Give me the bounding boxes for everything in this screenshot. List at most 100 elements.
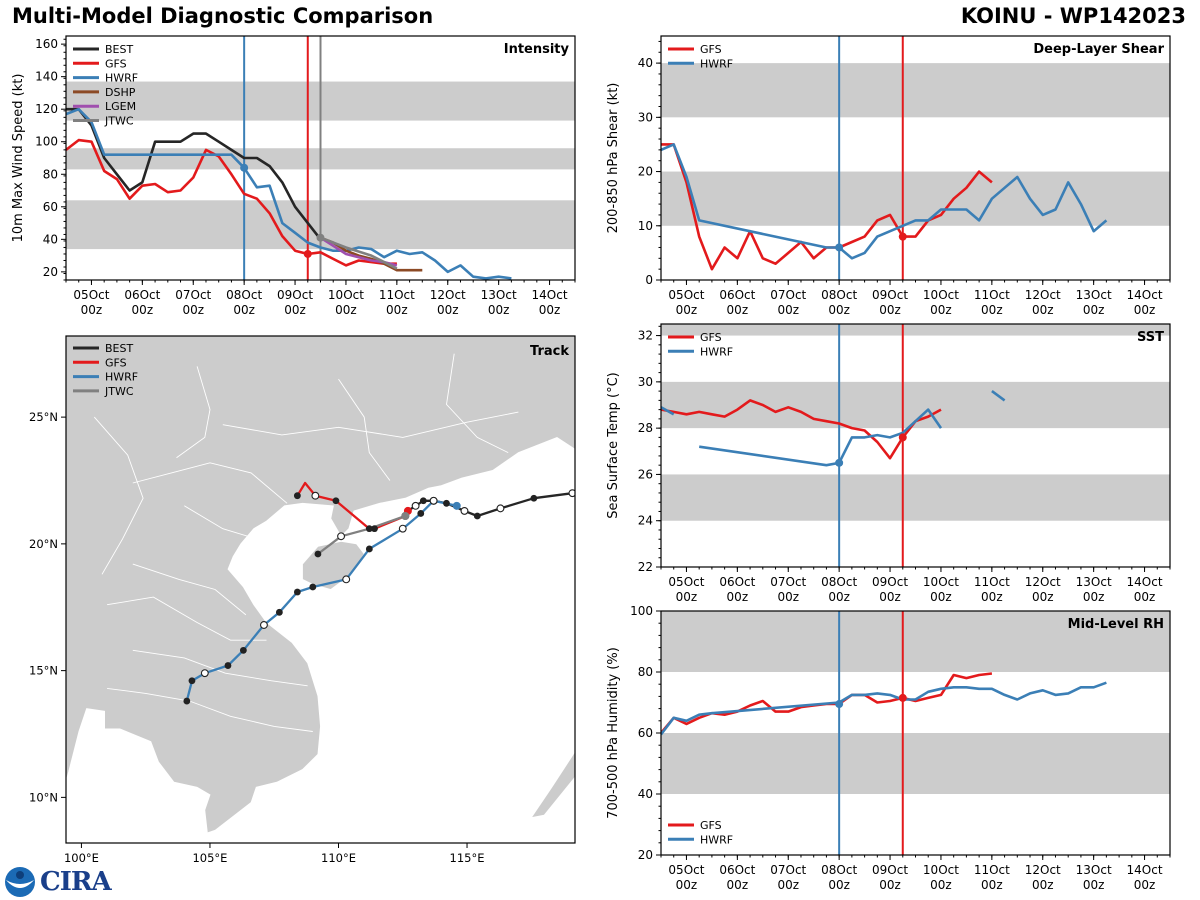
province-boundary	[338, 378, 391, 481]
province-boundary	[222, 411, 519, 438]
plot-area	[661, 36, 1170, 280]
shaded-band	[661, 611, 1170, 672]
x-tick-sublabel: 00z	[676, 303, 698, 317]
x-tick-sublabel: 00z	[132, 303, 154, 317]
track-point-hwrf	[239, 646, 247, 654]
track-point-best	[568, 489, 575, 498]
x-tick-label: 06Oct	[124, 288, 160, 302]
x-tick-sublabel: 00z	[828, 303, 850, 317]
province-boundary	[132, 563, 247, 616]
legend-label: HWRF	[105, 371, 138, 384]
track-point-best	[460, 506, 469, 515]
x-tick-sublabel: 00z	[1032, 878, 1054, 892]
x-tick-label: 13Oct	[1076, 288, 1112, 302]
track-point-hwrf	[417, 510, 425, 517]
lon-tick-label: 105°E	[192, 851, 227, 865]
legend-label: JTWC	[104, 115, 134, 128]
x-tick-label: 05Oct	[668, 288, 704, 302]
current-marker-hwrf	[835, 458, 844, 467]
series-line-hwrf	[661, 406, 675, 416]
shaded-band	[661, 63, 1170, 118]
x-tick-label: 08Oct	[821, 575, 857, 589]
track-point-hwrf	[200, 669, 209, 678]
y-tick-label: 40	[638, 56, 653, 70]
province-boundary	[184, 505, 257, 540]
x-tick-label: 13Oct	[1076, 863, 1112, 877]
lon-tick-label: 110°E	[321, 851, 356, 865]
x-tick-sublabel: 00z	[981, 303, 1003, 317]
shaded-band	[661, 171, 1170, 226]
plot-area	[661, 324, 1170, 567]
x-tick-label: 05Oct	[668, 575, 704, 589]
current-marker-gfs	[898, 433, 907, 442]
track-point-best	[419, 497, 427, 505]
x-tick-sublabel: 00z	[930, 878, 952, 892]
x-tick-sublabel: 00z	[1083, 303, 1105, 317]
x-tick-label: 12Oct	[1025, 288, 1061, 302]
track-point-gfs	[311, 491, 320, 500]
panel-title: Intensity	[504, 42, 570, 57]
x-tick-sublabel: 00z	[1032, 303, 1054, 317]
current-marker-gfs	[898, 693, 907, 702]
track-point-hwrf	[429, 496, 438, 505]
x-tick-sublabel: 00z	[777, 590, 799, 604]
y-tick-label: 10	[638, 219, 653, 233]
x-tick-sublabel: 00z	[335, 303, 357, 317]
x-tick-sublabel: 00z	[727, 303, 749, 317]
legend-label: GFS	[700, 43, 722, 56]
x-tick-label: 10Oct	[923, 863, 959, 877]
x-tick-sublabel: 00z	[233, 303, 255, 317]
y-tick-label: 28	[638, 421, 653, 435]
track-point-hwrf	[259, 621, 268, 629]
y-tick-label: 40	[43, 232, 58, 246]
shaded-band	[661, 733, 1170, 794]
track-point-gfs	[371, 525, 378, 533]
y-tick-label: 24	[638, 514, 653, 528]
x-tick-sublabel: 00z	[930, 303, 952, 317]
lon-tick-label: 115°E	[450, 851, 485, 865]
legend-label: HWRF	[700, 345, 733, 358]
x-tick-label: 11Oct	[974, 863, 1010, 877]
series-line-hwrf	[991, 390, 1006, 402]
x-tick-sublabel: 00z	[879, 303, 901, 317]
legend-label: JTWC	[104, 385, 134, 398]
y-axis-label: 10m Max Wind Speed (kt)	[11, 74, 26, 243]
province-boundary	[132, 462, 288, 504]
x-tick-label: 07Oct	[175, 288, 211, 302]
x-tick-label: 08Oct	[821, 863, 857, 877]
y-axis-label: 700-500 hPa Humidity (%)	[606, 647, 621, 819]
x-tick-sublabel: 00z	[1134, 590, 1156, 604]
legend-label: HWRF	[105, 72, 138, 85]
y-tick-label: 20	[638, 848, 653, 862]
track-line-best	[407, 492, 573, 518]
storm-id: KOINU - WP142023	[960, 4, 1186, 28]
x-tick-label: 12Oct	[1025, 863, 1061, 877]
province-boundary	[446, 353, 509, 454]
track-point-hwrf	[188, 677, 196, 685]
x-tick-sublabel: 00z	[981, 878, 1003, 892]
series-line-gfs	[661, 399, 942, 460]
x-tick-sublabel: 00z	[828, 590, 850, 604]
y-tick-label: 160	[35, 37, 58, 51]
x-tick-sublabel: 00z	[727, 590, 749, 604]
current-marker-gfs	[898, 232, 907, 241]
legend-label: GFS	[700, 331, 722, 344]
lat-tick-label: 20°N	[29, 537, 58, 551]
x-tick-sublabel: 00z	[386, 303, 408, 317]
legend-label: DSHP	[105, 86, 136, 99]
shaded-band	[661, 324, 1170, 336]
y-axis-label: Sea Surface Temp (°C)	[606, 372, 621, 519]
x-tick-label: 07Oct	[770, 863, 806, 877]
x-tick-label: 09Oct	[872, 288, 908, 302]
track-point-gfs	[293, 492, 301, 500]
y-tick-label: 120	[35, 102, 58, 116]
x-tick-label: 10Oct	[923, 288, 959, 302]
panel-title: Mid-Level RH	[1068, 617, 1164, 632]
figure-title: Multi-Model Diagnostic Comparison	[12, 4, 434, 28]
map-frame	[65, 335, 576, 844]
province-boundary	[93, 416, 144, 575]
series-line-jtwc	[320, 236, 398, 270]
track-point-hwrf	[224, 662, 232, 669]
